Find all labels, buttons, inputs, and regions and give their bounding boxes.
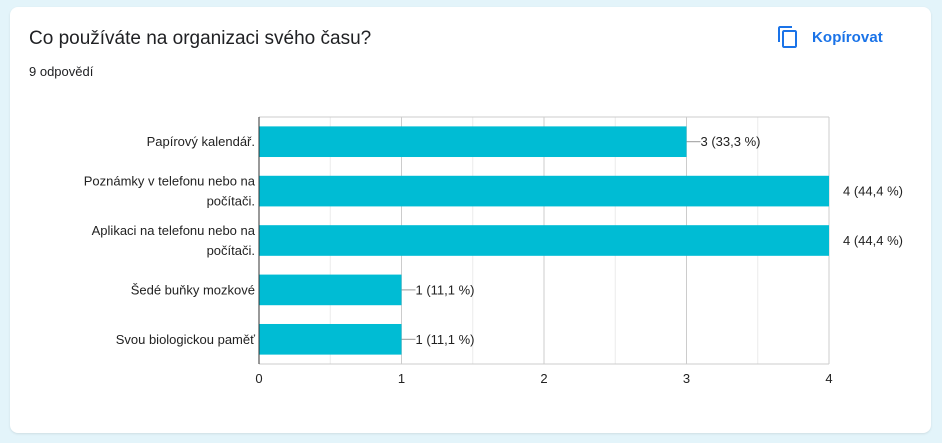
bar (259, 323, 402, 355)
bar (259, 175, 829, 207)
data-label: 3 (33,3 %) (701, 134, 761, 149)
response-count: 9 odpovědí (29, 64, 94, 79)
question-title: Co používáte na organizaci svého času? (29, 28, 372, 49)
copy-button[interactable]: Kopírovat (770, 20, 889, 54)
x-tick-label: 0 (255, 371, 262, 386)
category-label: Papírový kalendář. (147, 134, 255, 149)
data-label: 1 (11,1 %) (416, 282, 475, 297)
category-label: Aplikaci na telefonu nebo na (92, 223, 256, 238)
category-label: Šedé buňky mozkové (131, 282, 255, 297)
copy-label: Kopírovat (812, 28, 883, 46)
category-label: Poznámky v telefonu nebo na (84, 174, 256, 189)
x-tick-label: 3 (683, 371, 690, 386)
category-label: počítači. (207, 194, 255, 209)
x-tick-label: 2 (540, 371, 547, 386)
bar (259, 225, 829, 256)
copy-icon (776, 25, 800, 49)
data-label: 1 (11,1 %) (416, 332, 475, 347)
results-card (10, 7, 931, 433)
x-tick-label: 4 (825, 371, 832, 386)
data-label: 4 (44,4 %) (843, 233, 903, 248)
category-label: počítači. (207, 243, 255, 258)
x-tick-label: 1 (398, 371, 405, 386)
data-label: 4 (44,4 %) (843, 184, 903, 199)
bar (259, 126, 687, 158)
bar (259, 274, 402, 306)
category-label: Svou biologickou paměť (116, 332, 255, 347)
